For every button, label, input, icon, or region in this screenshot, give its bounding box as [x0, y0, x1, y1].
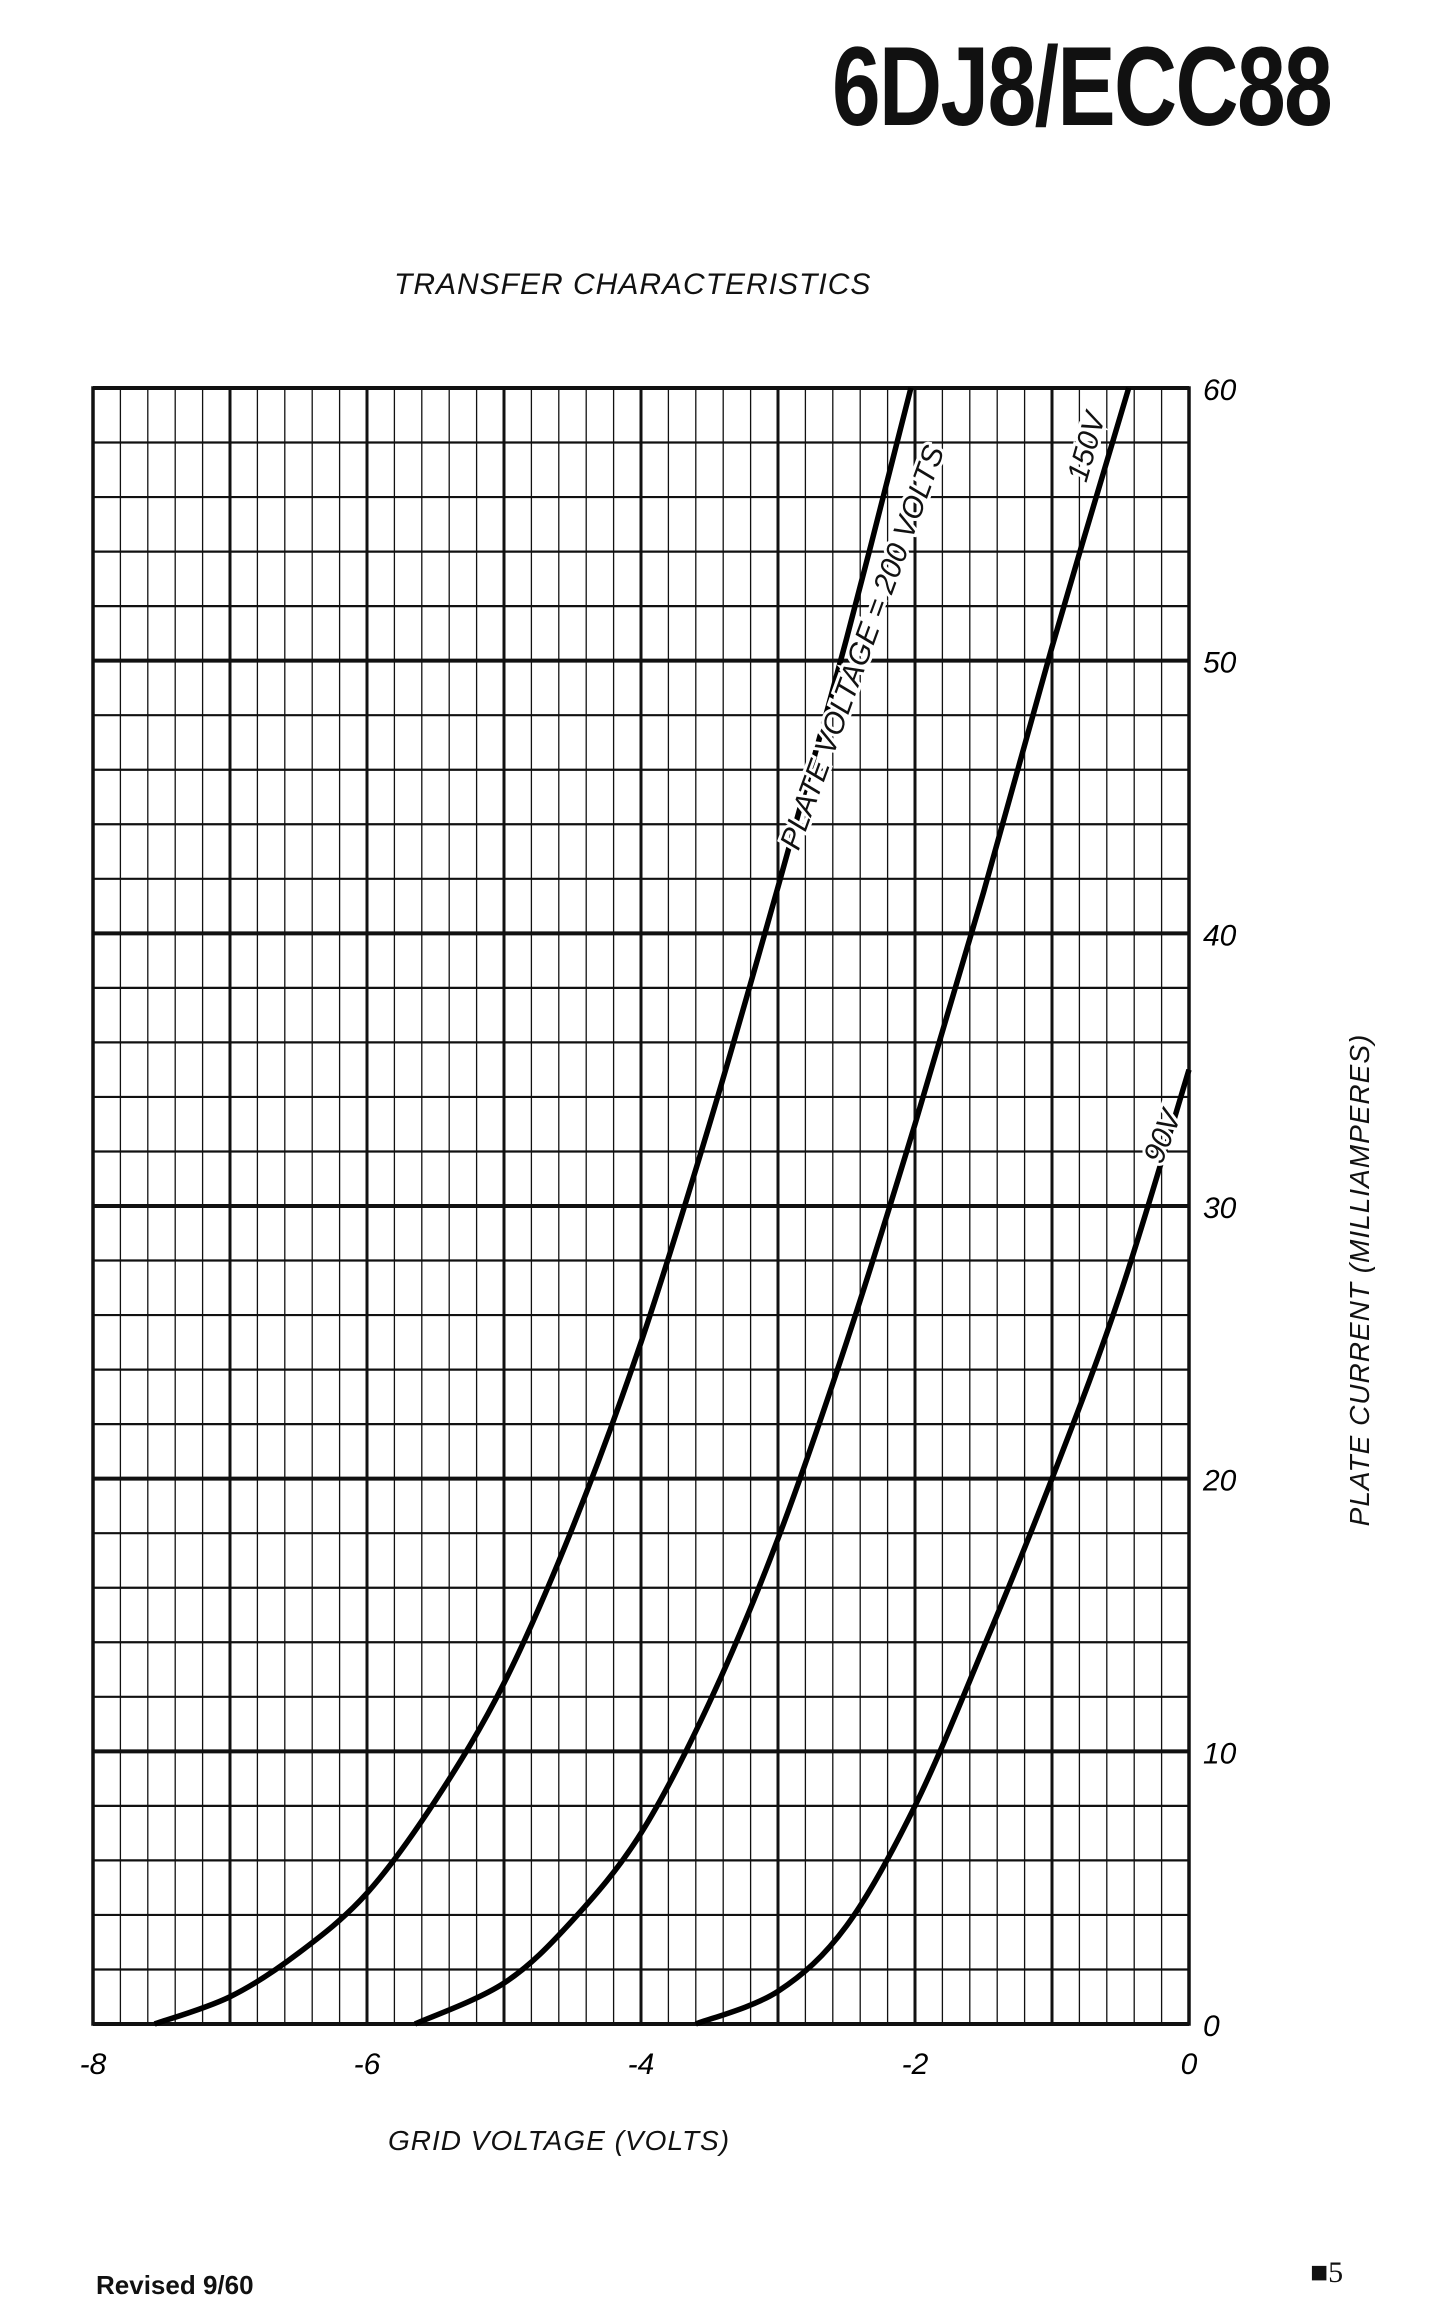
y-tick-label: 50	[1203, 647, 1237, 680]
revision-note: Revised 9/60	[96, 2270, 254, 2300]
chart-title: TRANSFER CHARACTERISTICS	[394, 268, 872, 301]
curve-200v	[153, 387, 914, 2027]
y-tick-label: 10	[1203, 1737, 1237, 1770]
plot-frame	[91, 386, 1191, 2026]
y-tick-label: 30	[1203, 1192, 1237, 1225]
page-title: 6DJ8/ECC88	[832, 24, 1333, 149]
series-label: 90V	[1137, 1103, 1189, 1168]
page-number: ■5	[1310, 2256, 1344, 2289]
series-label: PLATE VOLTAGE = 200 VOLTS	[774, 441, 951, 854]
x-tick-label: -6	[354, 2048, 381, 2081]
curve-150v	[413, 387, 1132, 2027]
x-axis-label: GRID VOLTAGE (VOLTS)	[388, 2125, 731, 2156]
y-tick-label: 60	[1203, 374, 1237, 407]
y-tick-label: 0	[1203, 2010, 1220, 2043]
curve-90v	[694, 1068, 1192, 2027]
x-tick-label: 0	[1181, 2048, 1198, 2081]
x-tick-label: -8	[80, 2048, 107, 2081]
y-tick-label: 40	[1203, 919, 1237, 952]
y-tick-label: 20	[1202, 1465, 1237, 1498]
x-tick-label: -4	[628, 2048, 655, 2081]
x-tick-label: -2	[902, 2048, 929, 2081]
